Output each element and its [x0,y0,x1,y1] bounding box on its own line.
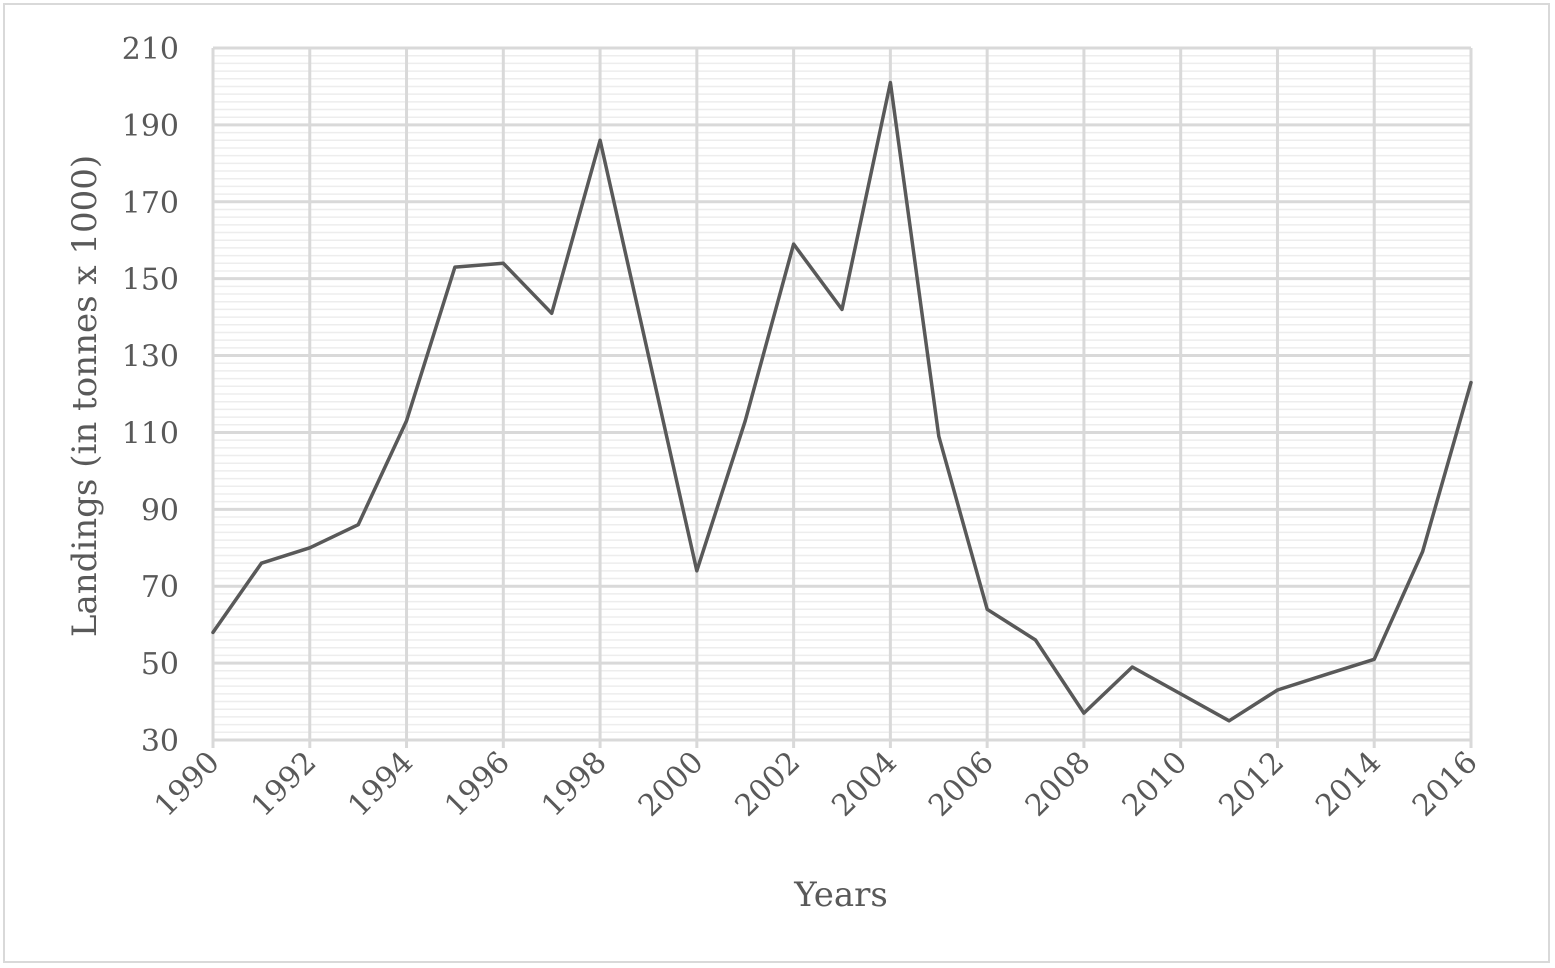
x-tick-label: 2010 [1116,745,1195,824]
x-tick-label: 2006 [922,745,1001,824]
y-tick-label: 130 [122,340,179,375]
y-tick-label: 90 [141,493,179,528]
y-tick-label: 110 [122,416,179,451]
data-point [646,354,650,358]
y-tick-label: 70 [141,570,179,605]
data-point [1130,665,1134,669]
x-tick-label: 2012 [1212,745,1291,824]
data-point [550,311,554,315]
y-tick-label: 210 [122,32,179,67]
data-point [211,630,215,634]
data-point [1082,711,1086,715]
data-point [1324,673,1328,677]
data-point [1421,550,1425,554]
x-axis-title: Years [793,875,888,915]
data-point [840,307,844,311]
x-tick-label: 1994 [341,745,420,824]
x-tick-label: 2014 [1309,745,1388,824]
data-point [937,434,941,438]
minor-gridlines [213,54,1471,734]
data-point [356,523,360,527]
data-point [501,261,505,265]
data-point [453,265,457,269]
x-tick-label: 2004 [825,745,904,824]
series-layer [211,80,1473,723]
y-axis-title: Landings (in tonnes x 1000) [65,155,105,637]
data-point [1469,380,1473,384]
data-point [695,569,699,573]
data-point [1034,638,1038,642]
x-tick-label: 1996 [438,745,517,824]
y-tick-label: 50 [141,647,179,682]
x-axis-ticks: 1990 1992 1994 1996 1998 2000 2002 2004 2006 2008… [148,745,1485,824]
data-point [1227,719,1231,723]
data-point [1275,688,1279,692]
x-tick-label: 2008 [1019,745,1098,824]
major-gridlines [211,46,1473,748]
y-axis-ticks: 30 50 70 90 110 130 150 170 190 210 [122,32,179,759]
y-tick-label: 30 [141,724,179,759]
x-tick-label: 2002 [729,745,808,824]
y-tick-label: 170 [122,186,179,221]
x-tick-label: 2016 [1406,745,1485,824]
data-point [259,561,263,565]
data-point [405,419,409,423]
data-point [308,546,312,550]
x-tick-label: 1992 [245,745,324,824]
data-point [792,242,796,246]
data-point [985,607,989,611]
x-tick-label: 1998 [535,745,614,824]
x-tick-label: 2000 [632,745,711,824]
data-point [1179,692,1183,696]
data-point [598,138,602,142]
data-point [1372,657,1376,661]
data-point [888,81,892,85]
data-point [743,419,747,423]
y-tick-label: 150 [122,263,179,298]
y-tick-label: 190 [122,109,179,144]
